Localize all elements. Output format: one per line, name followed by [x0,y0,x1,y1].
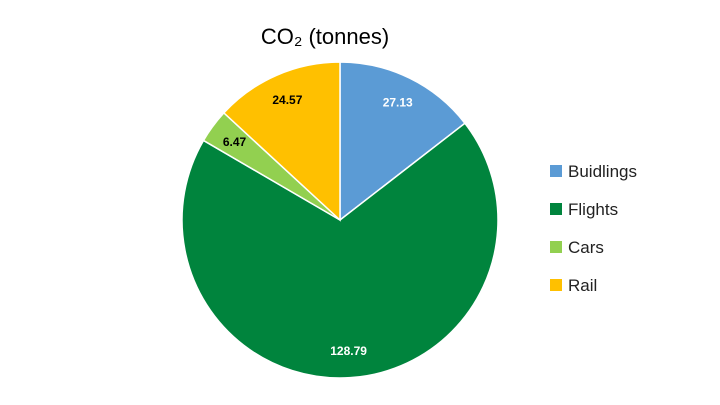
legend-swatch-cars [550,241,562,253]
chart-title: CO₂ (tonnes) [261,24,389,49]
data-label-buidlings: 27.13 [383,95,413,109]
data-label-flights: 128.79 [330,344,367,358]
pie-slice-flights [181,122,499,379]
legend: Buidlings Flights Cars Rail [550,162,637,295]
pie-slice-buidlings [339,61,466,222]
legend-label-cars: Cars [568,238,604,257]
legend-label-buidlings: Buidlings [568,162,637,181]
pie-slice-rail [222,61,341,222]
data-label-rail: 24.57 [272,93,302,107]
legend-swatch-rail [550,279,562,291]
legend-label-flights: Flights [568,200,618,219]
legend-swatch-flights [550,203,562,215]
legend-label-rail: Rail [568,276,597,295]
legend-swatch-buidlings [550,165,562,177]
data-labels: 27.13 128.79 6.47 24.57 [223,93,413,358]
pie-slices [181,61,499,379]
data-label-cars: 6.47 [223,135,247,149]
